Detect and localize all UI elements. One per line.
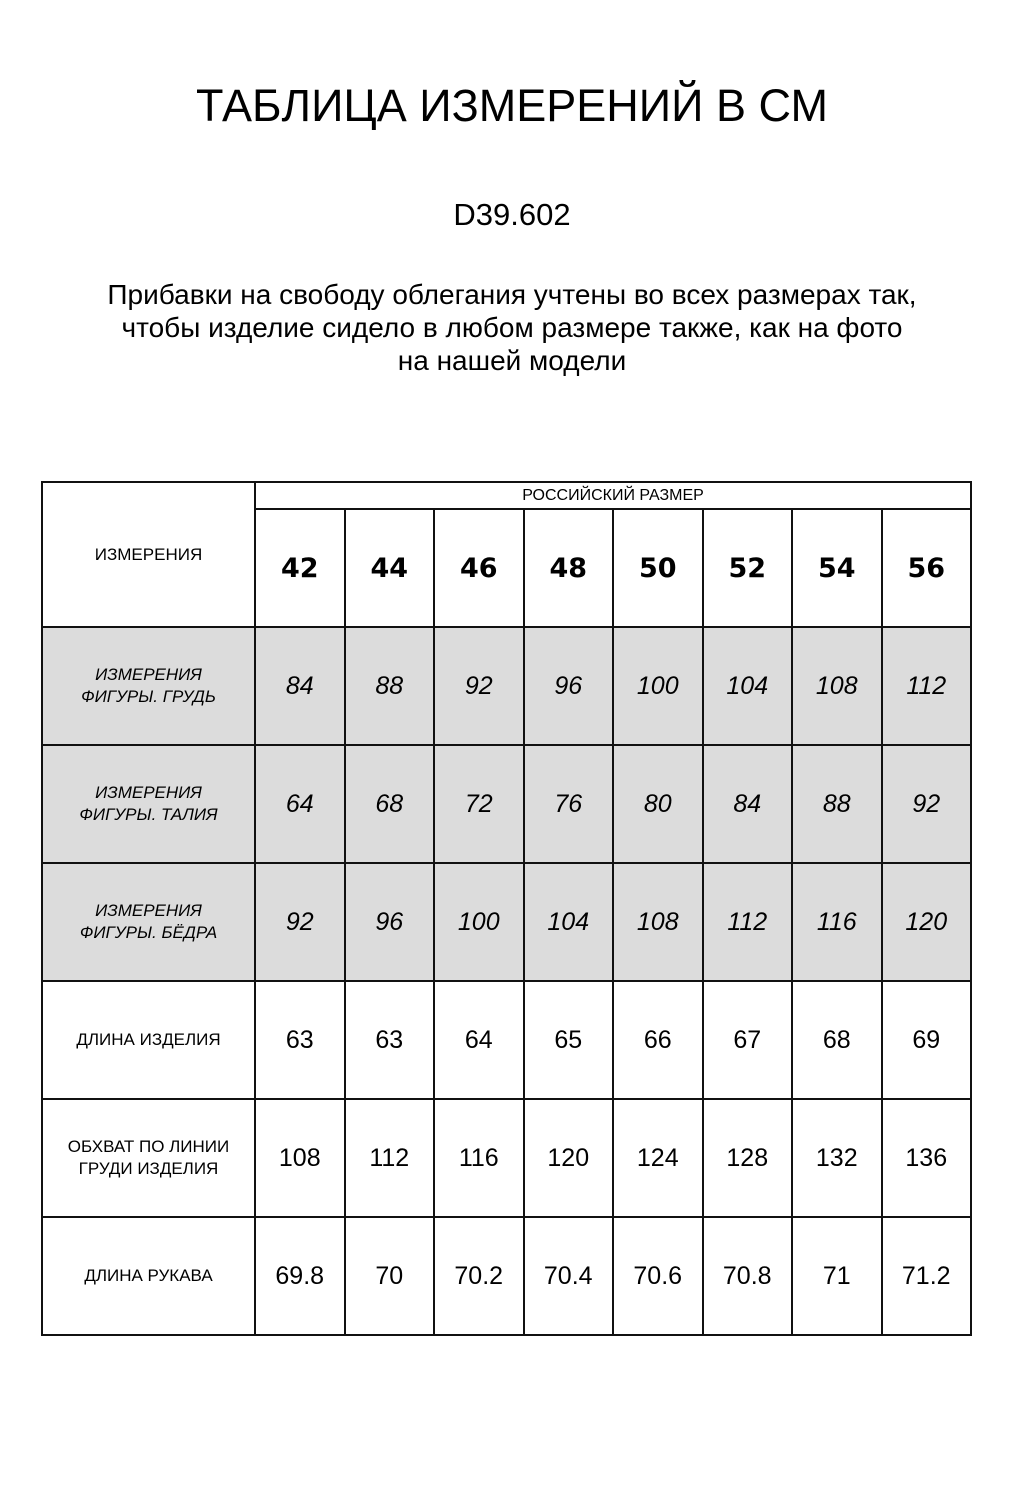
size-header: 54 [791, 508, 883, 628]
table-cell: 72 [433, 744, 525, 864]
row-label: ДЛИНА ИЗДЕЛИЯ [41, 980, 256, 1100]
table-cell: 70.6 [612, 1216, 704, 1336]
table-row: ОБХВАТ ПО ЛИНИИ ГРУДИ ИЗДЕЛИЯ 108 112 116 12… [41, 1098, 972, 1218]
table-cell: 100 [612, 626, 704, 746]
table-cell: 64 [433, 980, 525, 1100]
table-cell: 92 [433, 626, 525, 746]
table-cell: 92 [254, 862, 346, 982]
header-row-group: ИЗМЕРЕНИЯ РОССИЙСКИЙ РАЗМЕР [41, 481, 972, 628]
table-cell: 136 [880, 1098, 972, 1218]
table-cell: 112 [701, 862, 793, 982]
table-row: ИЗМЕРЕНИЯ ФИГУРЫ. ГРУДЬ 84 88 92 96 100 104 108… [41, 626, 972, 746]
header-row-sizes: 42 44 46 48 50 52 54 56 [42, 508, 972, 628]
table-cell: 70 [343, 1216, 435, 1336]
table-cell: 69 [880, 980, 972, 1100]
table-row: ИЗМЕРЕНИЯ ФИГУРЫ. БЁДРА 92 96 100 104 108 112 1… [41, 862, 972, 982]
table-cell: 120 [522, 1098, 614, 1218]
table-cell: 108 [791, 626, 883, 746]
table-cell: 70.4 [522, 1216, 614, 1336]
table-cell: 70.8 [701, 1216, 793, 1336]
size-header: 42 [254, 508, 346, 628]
table-cell: 71 [791, 1216, 883, 1336]
size-header: 48 [522, 508, 614, 628]
table-cell: 70.2 [433, 1216, 525, 1336]
table-cell: 128 [701, 1098, 793, 1218]
fit-note: Прибавки на свободу облегания учтены во … [0, 278, 1024, 377]
size-header: 52 [701, 508, 793, 628]
note-line: на нашей модели [397, 345, 627, 376]
size-group-label: РОССИЙСКИЙ РАЗМЕР [254, 481, 972, 510]
table-cell: 65 [522, 980, 614, 1100]
note-line: чтобы изделие сидело в любом размере так… [121, 312, 903, 343]
table-cell: 88 [343, 626, 435, 746]
table-cell: 84 [701, 744, 793, 864]
row-label: ИЗМЕРЕНИЯ ФИГУРЫ. ТАЛИЯ [41, 744, 256, 864]
table-cell: 104 [522, 862, 614, 982]
size-header: 46 [433, 508, 525, 628]
table-cell: 84 [254, 626, 346, 746]
table-row: ДЛИНА ИЗДЕЛИЯ 63 63 64 65 66 67 68 69 [41, 980, 972, 1100]
table-cell: 112 [880, 626, 972, 746]
table-cell: 112 [343, 1098, 435, 1218]
table-cell: 80 [612, 744, 704, 864]
table-cell: 76 [522, 744, 614, 864]
table-cell: 68 [343, 744, 435, 864]
size-header: 50 [612, 508, 704, 628]
table-cell: 66 [612, 980, 704, 1100]
table-cell: 108 [254, 1098, 346, 1218]
table-cell: 132 [791, 1098, 883, 1218]
table-cell: 96 [522, 626, 614, 746]
size-header: 56 [880, 508, 972, 628]
table-row: ИЗМЕРЕНИЯ ФИГУРЫ. ТАЛИЯ 64 68 72 76 80 84 88 92 [41, 744, 972, 864]
table-cell: 120 [880, 862, 972, 982]
corner-label: ИЗМЕРЕНИЯ [41, 481, 256, 628]
row-label: ИЗМЕРЕНИЯ ФИГУРЫ. БЁДРА [41, 862, 256, 982]
page-title: ТАБЛИЦА ИЗМЕРЕНИЙ В СМ [196, 80, 828, 131]
row-label: ОБХВАТ ПО ЛИНИИ ГРУДИ ИЗДЕЛИЯ [41, 1098, 256, 1218]
table-cell: 100 [433, 862, 525, 982]
row-label: ДЛИНА РУКАВА [41, 1216, 256, 1336]
table-cell: 92 [880, 744, 972, 864]
table-cell: 104 [701, 626, 793, 746]
table-cell: 64 [254, 744, 346, 864]
note-line: Прибавки на свободу облегания учтены во … [107, 279, 917, 310]
article-code: D39.602 [453, 197, 571, 232]
size-header: 44 [343, 508, 435, 628]
table-cell: 67 [701, 980, 793, 1100]
table-cell: 88 [791, 744, 883, 864]
size-table: ИЗМЕРЕНИЯ РОССИЙСКИЙ РАЗМЕР 42 44 46 48 50 52… [41, 481, 972, 1336]
table-row: ДЛИНА РУКАВА 69.8 70 70.2 70.4 70.6 70.8 71 71.2 [41, 1216, 972, 1336]
table-cell: 124 [612, 1098, 704, 1218]
table-cell: 63 [254, 980, 346, 1100]
table-cell: 108 [612, 862, 704, 982]
table-cell: 96 [343, 862, 435, 982]
table-cell: 63 [343, 980, 435, 1100]
table-cell: 69.8 [254, 1216, 346, 1336]
row-label: ИЗМЕРЕНИЯ ФИГУРЫ. ГРУДЬ [41, 626, 256, 746]
table-cell: 71.2 [880, 1216, 972, 1336]
table-cell: 68 [791, 980, 883, 1100]
table-cell: 116 [791, 862, 883, 982]
table-cell: 116 [433, 1098, 525, 1218]
